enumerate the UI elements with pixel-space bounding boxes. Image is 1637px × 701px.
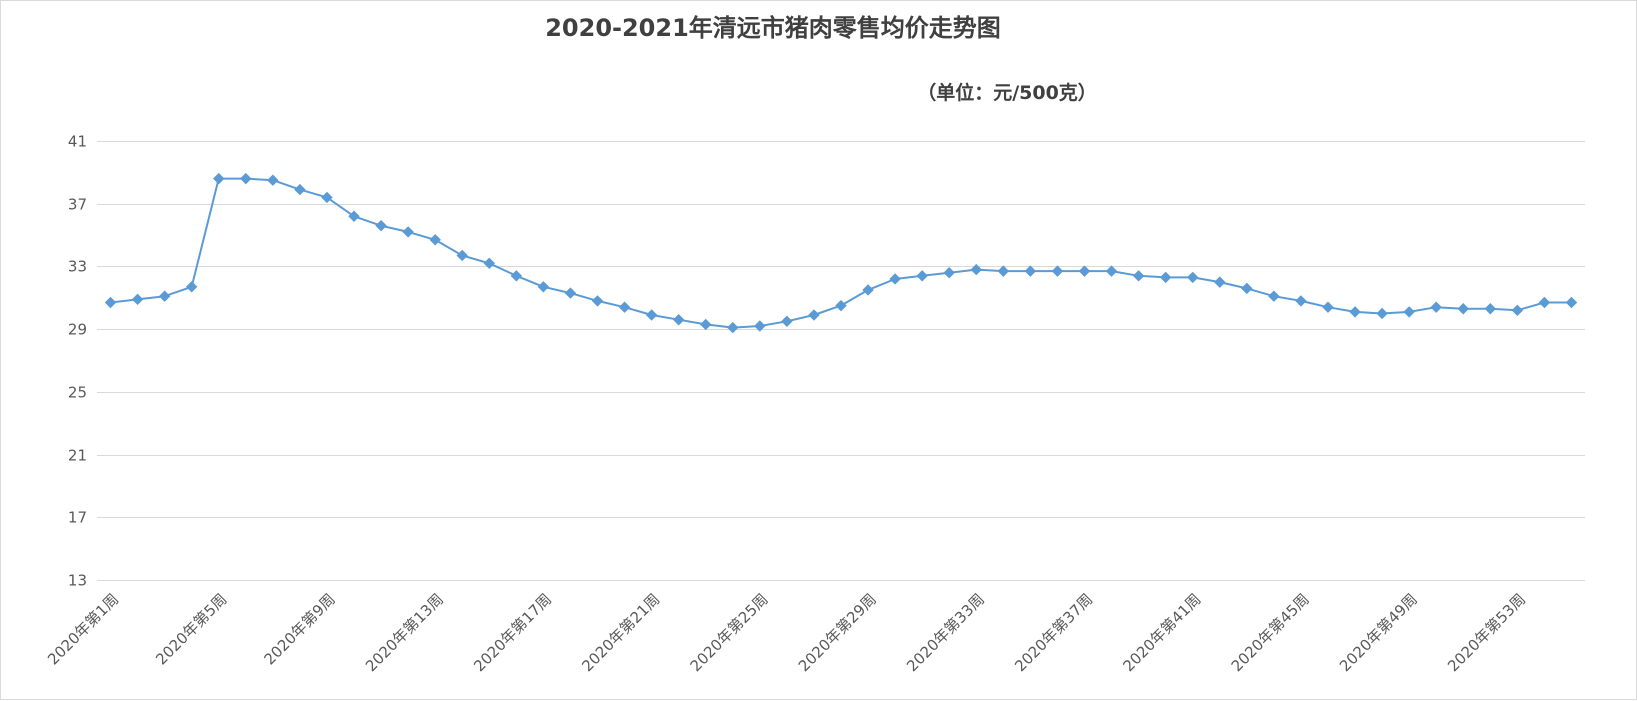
y-tick-label: 13 bbox=[68, 572, 87, 590]
y-tick-label: 25 bbox=[68, 384, 87, 402]
data-point bbox=[1214, 276, 1226, 288]
data-point bbox=[618, 301, 631, 313]
data-point bbox=[700, 318, 712, 331]
data-point bbox=[456, 249, 468, 262]
x-tick-label: 2020年第49周 bbox=[1336, 590, 1421, 675]
data-point bbox=[348, 210, 360, 222]
data-point bbox=[1051, 265, 1064, 277]
data-point bbox=[1376, 307, 1388, 320]
x-tick-label: 2020年第5周 bbox=[152, 590, 230, 668]
data-point bbox=[131, 293, 144, 306]
x-tick-label: 2020年第9周 bbox=[261, 590, 339, 668]
x-tick-label: 2020年第21周 bbox=[578, 590, 663, 675]
x-tick-label: 2020年第37周 bbox=[1011, 590, 1096, 675]
data-point bbox=[835, 299, 847, 312]
data-point bbox=[1430, 301, 1442, 313]
data-point bbox=[1187, 271, 1199, 284]
x-tick-label: 2020年第13周 bbox=[362, 590, 447, 675]
y-tick-label: 17 bbox=[68, 509, 87, 527]
data-point bbox=[997, 265, 1010, 277]
data-point bbox=[158, 290, 171, 302]
data-point bbox=[294, 183, 306, 196]
x-tick-label: 2020年第53周 bbox=[1444, 590, 1529, 675]
x-tick-label: 2020年第25周 bbox=[687, 590, 772, 675]
data-point bbox=[808, 309, 820, 321]
x-tick-label: 2020年第1周 bbox=[44, 590, 122, 668]
data-point bbox=[104, 296, 117, 309]
data-point bbox=[1159, 271, 1172, 284]
x-tick-label: 2020年第45周 bbox=[1228, 590, 1313, 675]
data-point bbox=[240, 172, 252, 185]
y-tick-label: 37 bbox=[68, 196, 87, 214]
data-point bbox=[1484, 303, 1497, 315]
data-point bbox=[1024, 265, 1037, 277]
data-point bbox=[537, 281, 550, 293]
data-point bbox=[185, 281, 198, 293]
chart-title: 2020-2021年清远市猪肉零售均价走势图 bbox=[545, 14, 1001, 42]
data-point bbox=[429, 234, 441, 246]
data-point bbox=[483, 257, 495, 270]
data-point bbox=[889, 273, 901, 285]
x-axis-tick-labels: 2020年第1周 2020年第5周 2020年第9周 2020年第13周 2020年第1… bbox=[44, 590, 1529, 675]
y-tick-label: 33 bbox=[68, 258, 87, 276]
data-point bbox=[1565, 296, 1578, 309]
data-point bbox=[727, 321, 739, 334]
data-point bbox=[213, 172, 225, 185]
y-tick-label: 41 bbox=[68, 133, 87, 151]
x-tick-label: 2020年第41周 bbox=[1119, 590, 1204, 675]
data-point bbox=[1268, 290, 1280, 302]
data-point bbox=[1241, 282, 1253, 295]
data-point bbox=[1322, 301, 1334, 313]
data-point bbox=[564, 287, 577, 299]
x-tick-label: 2020年第17周 bbox=[470, 590, 555, 675]
data-point bbox=[1538, 296, 1551, 309]
data-point bbox=[1349, 306, 1361, 318]
data-point bbox=[591, 295, 604, 307]
data-point bbox=[510, 270, 523, 282]
gridlines bbox=[97, 141, 1585, 581]
data-point bbox=[781, 315, 793, 328]
x-tick-label: 2020年第33周 bbox=[903, 590, 988, 675]
unit-label: （单位：元/500克） bbox=[917, 81, 1097, 104]
data-point bbox=[862, 284, 874, 296]
data-point bbox=[1511, 304, 1524, 317]
y-tick-label: 29 bbox=[68, 321, 87, 339]
data-point bbox=[916, 270, 928, 282]
data-point bbox=[402, 226, 414, 238]
data-point bbox=[1078, 265, 1091, 277]
data-point bbox=[267, 174, 279, 186]
x-tick-label: 2020年第29周 bbox=[795, 590, 880, 675]
data-point bbox=[1457, 303, 1469, 315]
data-point bbox=[970, 263, 982, 276]
data-point bbox=[1295, 295, 1307, 307]
data-point bbox=[943, 266, 955, 279]
data-point bbox=[321, 191, 333, 204]
series-layer bbox=[104, 172, 1578, 334]
data-point bbox=[672, 314, 685, 326]
data-point bbox=[1132, 270, 1145, 282]
data-point bbox=[375, 219, 387, 232]
y-axis-tick-labels: 13 17 21 25 29 33 37 41 bbox=[68, 133, 87, 590]
y-tick-label: 21 bbox=[68, 447, 87, 465]
data-point bbox=[645, 309, 658, 321]
data-point bbox=[1105, 265, 1118, 277]
data-point bbox=[1403, 306, 1415, 318]
data-point bbox=[754, 320, 766, 332]
